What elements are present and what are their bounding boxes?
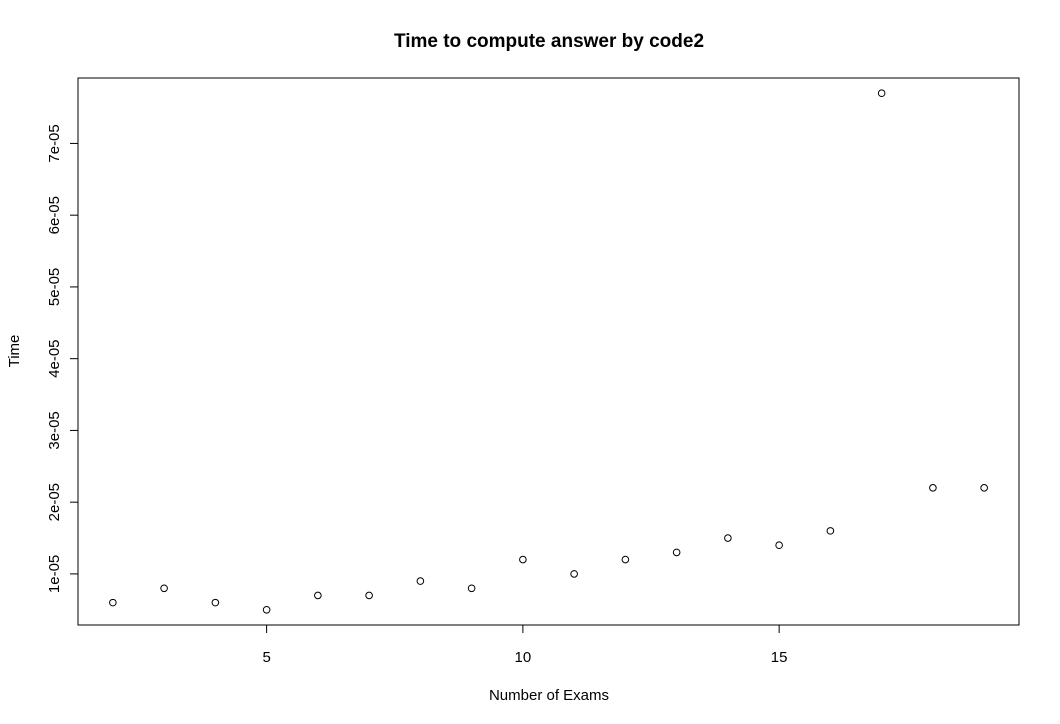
data-point — [160, 584, 168, 593]
y-tick-label: 1e-05 — [46, 555, 63, 593]
y-tick-label: 3e-05 — [46, 411, 63, 449]
data-point — [467, 584, 476, 593]
data-point — [416, 577, 425, 585]
data-point — [826, 527, 835, 535]
data-point — [724, 534, 732, 542]
chart-title: Time to compute answer by code2 — [394, 31, 704, 52]
data-point — [519, 555, 527, 564]
x-tick-label: 5 — [262, 649, 270, 666]
y-tick-label: 4e-05 — [46, 339, 63, 377]
data-point — [877, 89, 886, 98]
data-point — [365, 591, 373, 600]
data-point — [980, 484, 988, 492]
data-point — [109, 598, 117, 607]
x-axis-label: Number of Exams — [489, 687, 609, 704]
data-point — [314, 591, 322, 600]
data-point — [775, 541, 783, 550]
data-point — [929, 484, 937, 492]
data-point — [672, 548, 681, 557]
data-point — [262, 605, 271, 614]
x-tick-label: 15 — [771, 649, 788, 666]
y-tick-label: 6e-05 — [46, 196, 63, 234]
y-tick-label: 7e-05 — [46, 124, 63, 162]
x-axis: 5 10 15 — [262, 624, 788, 666]
plot-box — [77, 77, 1020, 626]
data-point — [211, 598, 220, 607]
data-point — [621, 555, 630, 564]
y-axis-label: Time — [6, 335, 23, 368]
y-tick-label: 2e-05 — [46, 483, 63, 521]
data-points — [109, 89, 988, 614]
x-tick-label: 10 — [515, 649, 532, 666]
y-tick-label: 5e-05 — [46, 268, 63, 306]
y-axis: 1e-05 2e-05 3e-05 4e-05 5e-05 6e-05 7e-05 — [46, 124, 79, 593]
data-point — [570, 570, 578, 578]
